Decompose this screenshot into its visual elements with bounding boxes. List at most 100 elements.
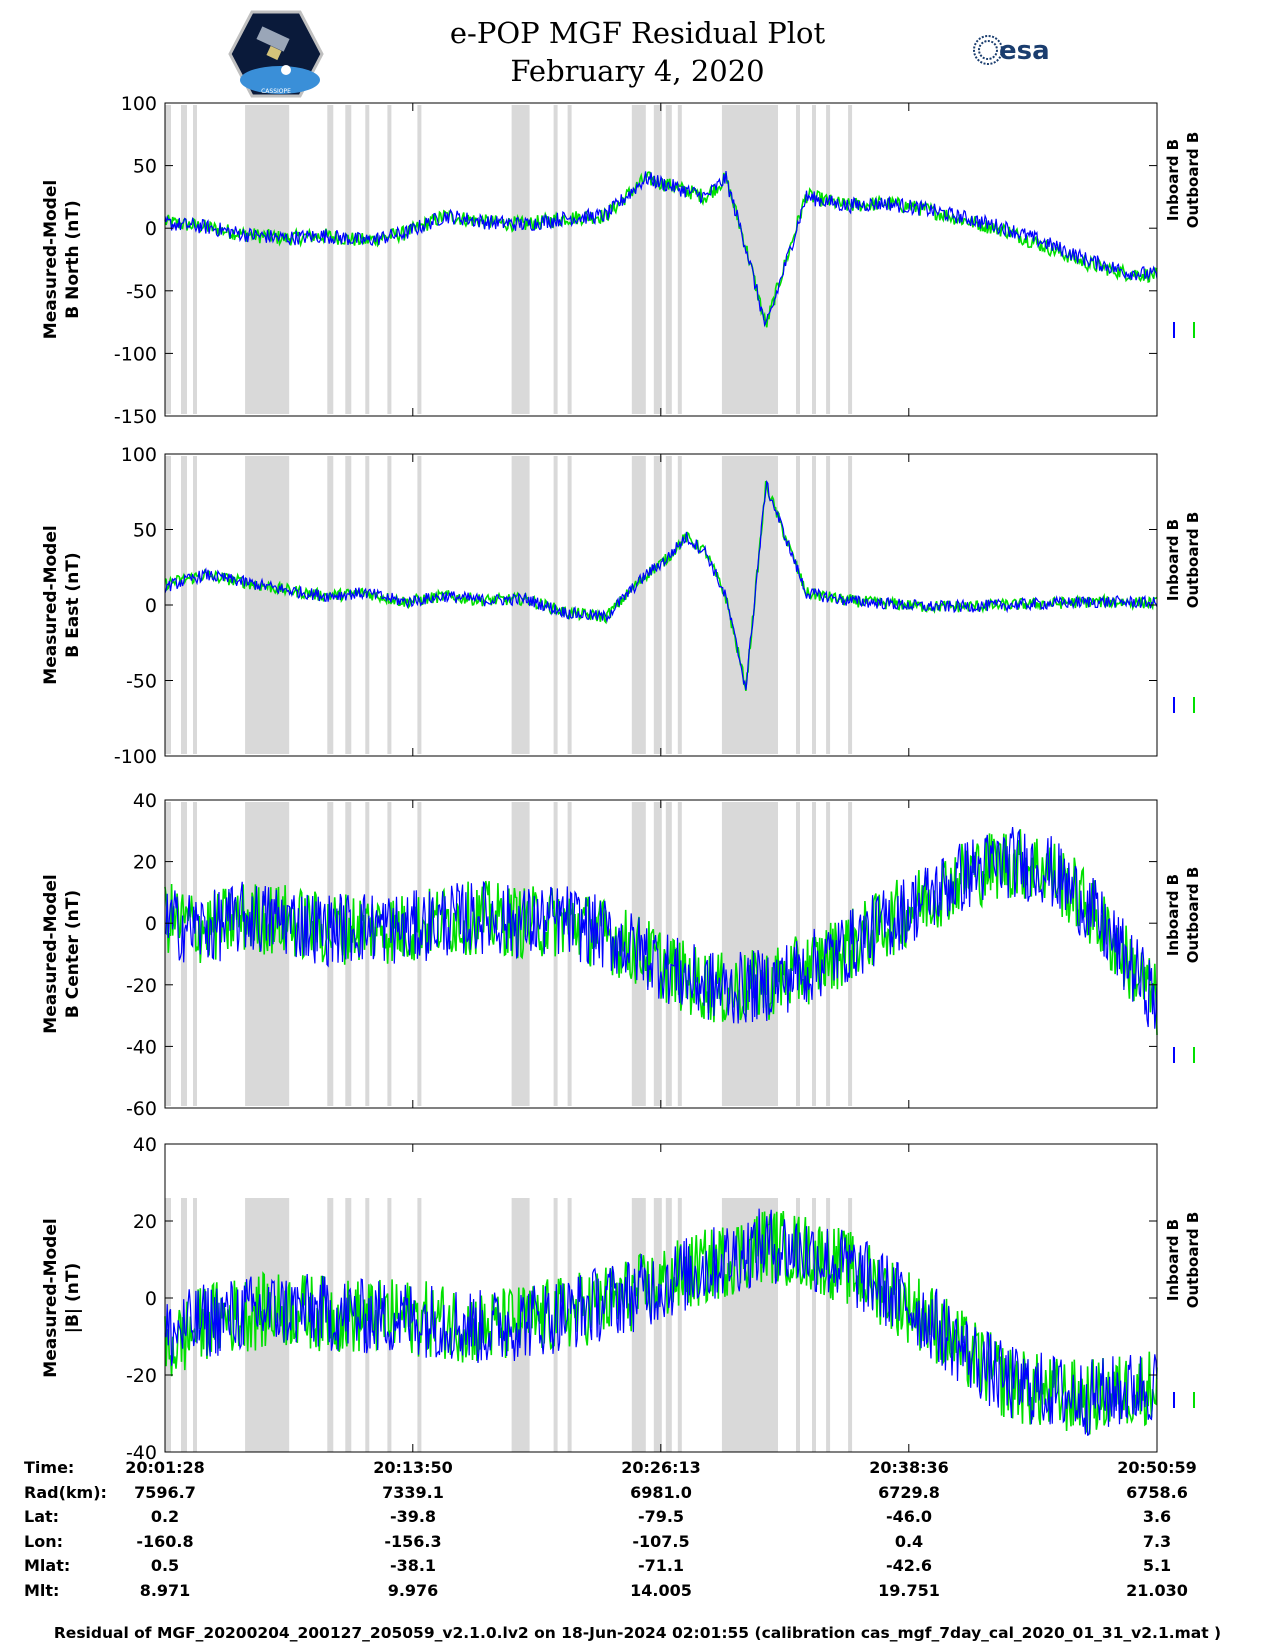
footer-cell: 0.5 [150,1556,180,1576]
gap-shade [553,105,558,414]
gap-shade [365,802,370,1106]
gap-shade [677,1198,682,1452]
gap-shade [631,802,646,1106]
title-line-2: February 4, 2020 [510,54,765,88]
footer-cell: 6729.8 [878,1482,940,1502]
footer-cell: 20:01:28 [125,1458,205,1477]
gap-shade [345,105,352,414]
gap-shade [665,456,672,754]
gap-shade [631,456,646,754]
footer-cell: -46.0 [885,1507,933,1527]
y-tick-label: -40 [126,1442,157,1460]
legend-outboard-label: Outboard B [1184,1212,1202,1309]
gap-shade [826,105,831,414]
gap-shade [653,1198,662,1452]
legend-inboard-label: Inboard B [1164,874,1182,956]
gap-shade [387,1198,392,1452]
y-tick-label: 0 [145,1288,157,1310]
footer-row-label: Lon: [24,1531,63,1551]
y-tick-label: 50 [133,520,157,542]
gap-shade [796,1198,800,1452]
gap-shade [193,105,197,414]
y-tick-label: 20 [133,852,157,874]
gap-shade [665,105,672,414]
esa-logo: esa [973,35,1050,66]
footer-row-label: Mlt: [24,1581,60,1600]
inboard-trace-panel-3 [164,827,1158,1029]
y-tick-label: 0 [145,595,157,617]
y-tick-label: 0 [145,913,157,935]
gap-shade [193,456,197,754]
gap-shade [327,802,334,1106]
panel-2: 100 50 0 -50 -100 Measured-Model B East (nT) In… [41,444,1202,768]
gap-shade [417,456,422,754]
y-tick-label: 20 [133,1211,157,1233]
gap-shade [181,105,187,414]
footer-row-label: Mlat: [24,1556,71,1576]
gap-shade [567,802,572,1106]
gap-shade [245,456,290,754]
y-tick-label: -100 [114,746,157,768]
legend-inboard-label: Inboard B [1164,1219,1182,1301]
gap-shade [812,105,816,414]
footer-cell: 8.971 [139,1581,191,1600]
y-tick-label: 40 [133,790,157,812]
gap-shade [417,105,422,414]
y-tick-label: -20 [126,975,157,997]
footer-row-label: Lat: [24,1507,60,1527]
y-tick-label: -100 [114,343,157,365]
y-axis-label: Measured-Model B East (nT) [41,525,83,684]
footer-cell: 0.2 [150,1507,180,1527]
gap-shade [327,105,334,414]
plot-title: e-POP MGF Residual Plot February 4, 2020 [0,14,1275,90]
footer-cell: 20:50:59 [1117,1458,1197,1477]
gap-shade [365,105,370,414]
footer-cell: -38.1 [389,1556,437,1576]
gap-shade [245,105,290,414]
footer-row: Mlt: 8.971 9.976 14.005 19.751 21.030 [0,1581,1275,1605]
footer-cell: -160.8 [136,1531,194,1551]
gap-shade [848,105,853,414]
y-tick-label: 100 [121,93,157,115]
inboard-trace-panel-4 [164,1208,1158,1436]
panel-4: 40 20 0 -20 -40 Measured-Model |B| (nT) Inboard… [41,1134,1202,1460]
gap-shade [245,802,290,1106]
gap-shade [567,105,572,414]
footer-row: Lon: -160.8 -156.3 -107.5 0.4 7.3 [0,1532,1275,1556]
gap-shade [721,456,778,754]
esa-logo-text: esa [999,36,1050,66]
gap-shade [387,456,392,754]
y-axis-label: Measured-Model |B| (nT) [41,1218,83,1377]
residual-chart: 100 50 0 -50 -100 -150 Measured-Model B North (… [41,93,1202,1460]
footer-row: Rad(km): 7596.7 7339.1 6981.0 6729.8 6758.6 [0,1483,1275,1507]
footer-cell: 6758.6 [1126,1482,1188,1502]
legend-inboard-label: Inboard B [1164,519,1182,601]
gap-shade [796,456,800,754]
footer-row-label: Time: [24,1458,75,1477]
footer-cell: 20:13:50 [373,1458,453,1477]
footer-cell: 20:38:36 [869,1458,949,1477]
legend-outboard-label: Outboard B [1184,512,1202,609]
panel-3: 40 20 0 -20 -40 -60 Measured-Model B Center (nT… [41,790,1202,1120]
legend-inboard-label: Inboard B [1164,139,1182,221]
gap-shade [812,456,816,754]
gap-shade [631,105,646,414]
footer-cell: 19.751 [878,1581,940,1600]
gap-shade [653,105,662,414]
y-tick-label: 100 [121,444,157,466]
footer-cell: 5.1 [1142,1556,1172,1576]
gap-shade [327,456,334,754]
footer-cell: -42.6 [885,1556,933,1576]
y-tick-label: -50 [126,671,157,693]
gap-shade [387,802,392,1106]
footer-row: Mlat: 0.5 -38.1 -71.1 -42.6 5.1 [0,1556,1275,1580]
inboard-trace-panel-2 [164,480,1158,690]
outboard-trace-panel-1 [164,171,1158,328]
gap-shade [721,105,778,414]
footer-row: Lat: 0.2 -39.8 -79.5 -46.0 3.6 [0,1507,1275,1531]
gap-shade [848,1198,853,1452]
outboard-trace-panel-2 [164,480,1158,692]
footer-cell: 6981.0 [630,1482,692,1502]
gap-shade [165,105,171,414]
y-tick-label: -60 [126,1098,157,1120]
